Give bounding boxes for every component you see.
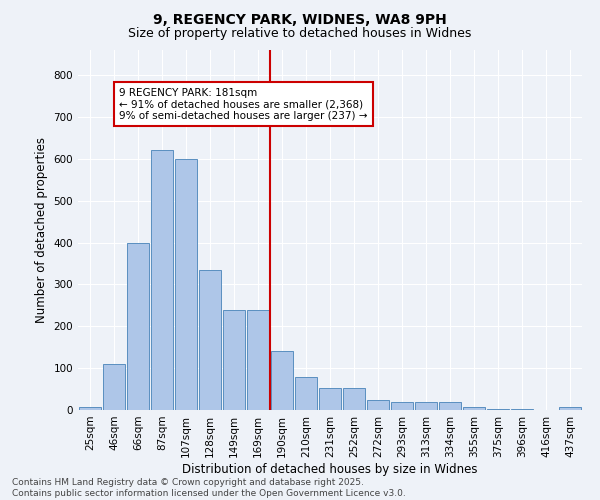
Bar bbox=[367, 400, 389, 410]
Bar bbox=[487, 408, 509, 410]
Text: Size of property relative to detached houses in Widnes: Size of property relative to detached ho… bbox=[128, 28, 472, 40]
Bar bbox=[415, 402, 437, 410]
Text: 9, REGENCY PARK, WIDNES, WA8 9PH: 9, REGENCY PARK, WIDNES, WA8 9PH bbox=[153, 12, 447, 26]
Bar bbox=[343, 388, 365, 410]
Text: Contains HM Land Registry data © Crown copyright and database right 2025.
Contai: Contains HM Land Registry data © Crown c… bbox=[12, 478, 406, 498]
X-axis label: Distribution of detached houses by size in Widnes: Distribution of detached houses by size … bbox=[182, 462, 478, 475]
Text: 9 REGENCY PARK: 181sqm
← 91% of detached houses are smaller (2,368)
9% of semi-d: 9 REGENCY PARK: 181sqm ← 91% of detached… bbox=[119, 88, 367, 121]
Bar bbox=[295, 376, 317, 410]
Bar bbox=[319, 388, 341, 410]
Bar bbox=[511, 409, 533, 410]
Bar bbox=[391, 402, 413, 410]
Bar bbox=[175, 159, 197, 410]
Bar bbox=[463, 407, 485, 410]
Bar bbox=[151, 150, 173, 410]
Bar bbox=[127, 242, 149, 410]
Bar bbox=[247, 310, 269, 410]
Bar bbox=[439, 402, 461, 410]
Bar bbox=[79, 407, 101, 410]
Bar bbox=[199, 270, 221, 410]
Bar bbox=[271, 352, 293, 410]
Y-axis label: Number of detached properties: Number of detached properties bbox=[35, 137, 48, 323]
Bar bbox=[559, 408, 581, 410]
Bar bbox=[223, 310, 245, 410]
Bar bbox=[103, 364, 125, 410]
